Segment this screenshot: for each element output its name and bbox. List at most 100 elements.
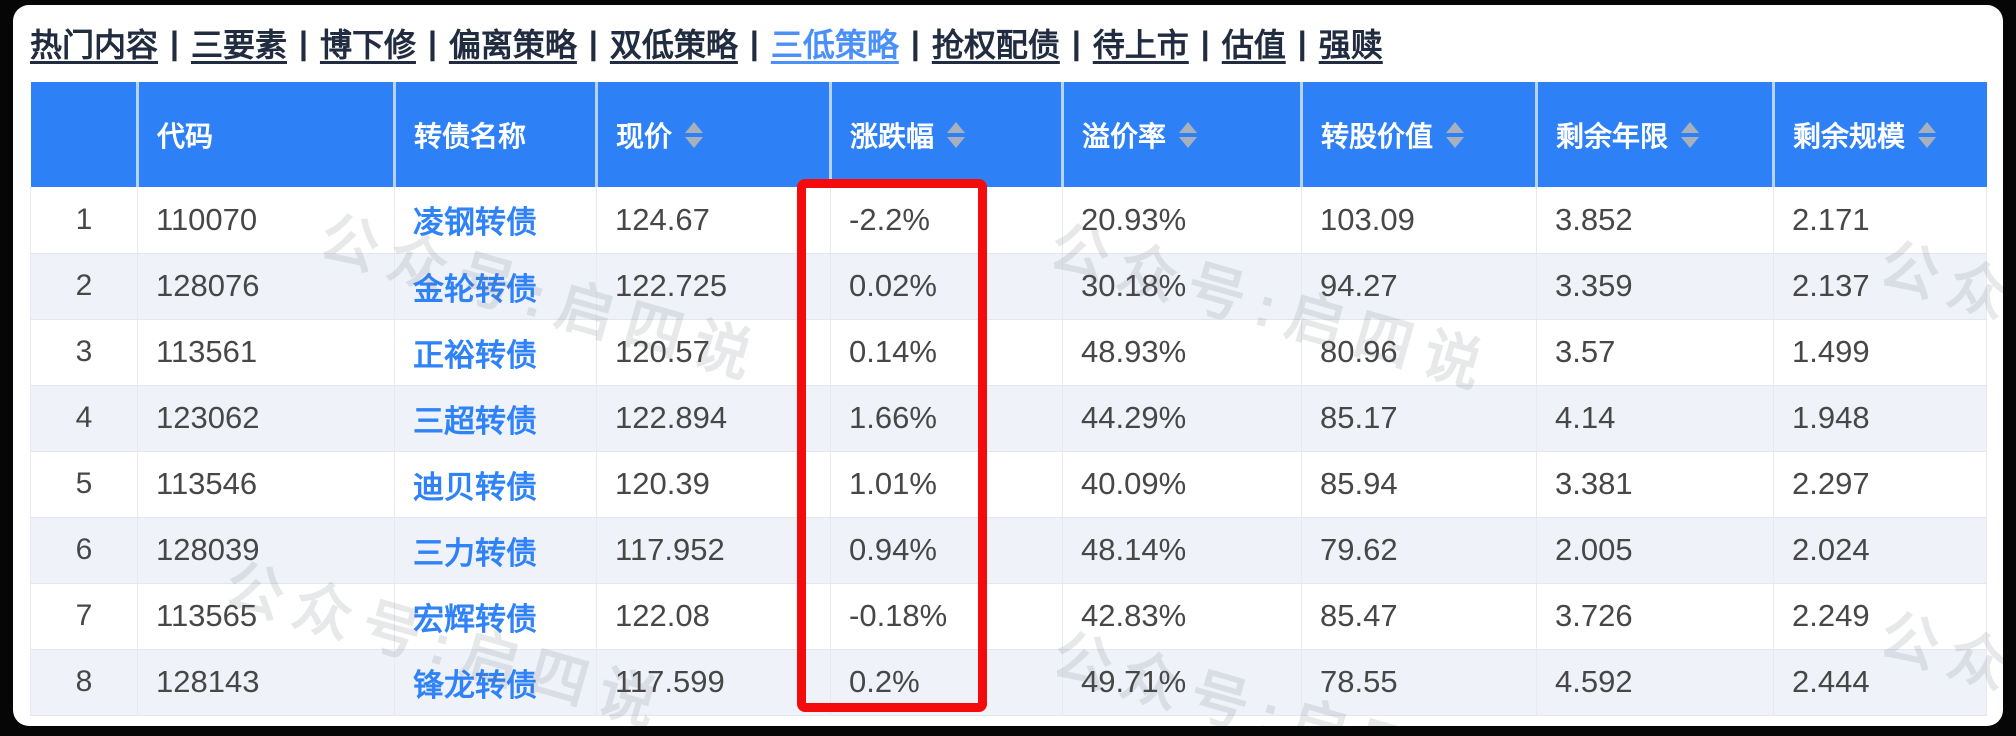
change-percent-cell: -0.18%: [830, 583, 1063, 650]
col-header-inner: 现价: [616, 115, 704, 155]
change-percent-cell: 0.2%: [830, 649, 1063, 716]
bond-name-link-cell: 宏辉转债: [394, 583, 597, 650]
bond-name-link[interactable]: 宏辉转债: [413, 601, 537, 637]
nav-tab[interactable]: 强赎: [1318, 27, 1383, 63]
years-remaining-cell: 4.14: [1536, 385, 1774, 452]
bond-name-link-cell: 三超转债: [394, 385, 597, 452]
nav-tab[interactable]: 估值: [1221, 27, 1286, 63]
remaining-size-cell: 1.948: [1773, 385, 1987, 452]
col-header: 转债名称: [393, 82, 597, 187]
nav-tab[interactable]: 三要素: [190, 27, 287, 63]
years-remaining-cell: 3.852: [1536, 187, 1774, 254]
col-header-label: 剩余年限: [1556, 120, 1669, 152]
bond-code-cell: 113546: [137, 451, 395, 518]
change-percent-cell: 0.02%: [830, 253, 1063, 320]
current-price-cell: 122.725: [596, 253, 831, 320]
sort-desc-icon: [1179, 136, 1198, 148]
years-remaining-cell: 3.359: [1536, 253, 1774, 320]
bond-code-cell: 110070: [137, 187, 395, 254]
col-header[interactable]: 溢价率: [1061, 82, 1302, 187]
years-remaining-cell: 2.005: [1536, 517, 1774, 584]
col-header[interactable]: 剩余年限: [1535, 82, 1774, 187]
sort-desc-icon: [685, 136, 704, 148]
col-header-inner: 转股价值: [1321, 115, 1465, 155]
col-header: [30, 82, 138, 187]
years-remaining-cell: 3.726: [1536, 583, 1774, 650]
sort-asc-icon: [1179, 121, 1198, 133]
table-row: 3 113561 正裕转债 120.57 0.14% 48.93% 80.96 3.57 1.4…: [30, 319, 1987, 386]
bond-name-link-cell: 正裕转债: [394, 319, 597, 386]
premium-rate-cell: 40.09%: [1062, 451, 1302, 518]
sort-icon[interactable]: [1446, 121, 1465, 148]
bond-name-link[interactable]: 锋龙转债: [413, 667, 537, 703]
current-price-cell: 117.599: [596, 649, 831, 716]
col-header[interactable]: 转股价值: [1300, 82, 1537, 187]
bond-name-link-cell: 迪贝转债: [394, 451, 597, 518]
tab-separator: |: [298, 24, 308, 61]
tab-separator: |: [588, 24, 598, 61]
sort-asc-icon: [1446, 121, 1465, 133]
bond-name-link[interactable]: 金轮转债: [413, 271, 537, 307]
table-row: 2 128076 金轮转债 122.725 0.02% 30.18% 94.27 3.359 2…: [30, 253, 1987, 320]
bond-code-cell: 128039: [137, 517, 395, 584]
sort-desc-icon: [1918, 136, 1937, 148]
premium-rate-cell: 44.29%: [1062, 385, 1302, 452]
bond-code-cell: 128076: [137, 253, 395, 320]
col-header[interactable]: 现价: [595, 82, 831, 187]
col-header-label: 转债名称: [414, 120, 527, 152]
conversion-value-cell: 80.96: [1301, 319, 1537, 386]
nav-tab[interactable]: 待上市: [1092, 27, 1189, 63]
remaining-size-cell: 2.297: [1773, 451, 1987, 518]
row-index-cell: 3: [30, 319, 138, 386]
bond-name-link[interactable]: 凌钢转债: [413, 205, 537, 241]
premium-rate-cell: 49.71%: [1062, 649, 1302, 716]
current-price-cell: 124.67: [596, 187, 831, 254]
sort-icon[interactable]: [1179, 121, 1198, 148]
row-index-cell: 4: [30, 385, 138, 452]
row-index-cell: 8: [30, 649, 138, 716]
remaining-size-cell: 2.249: [1773, 583, 1987, 650]
premium-rate-cell: 20.93%: [1062, 187, 1302, 254]
bond-code-cell: 123062: [137, 385, 395, 452]
bond-code-cell: 113561: [137, 319, 395, 386]
bond-name-link[interactable]: 三超转债: [413, 403, 537, 439]
col-header-label: 代码: [157, 120, 214, 152]
sort-icon[interactable]: [1681, 121, 1700, 148]
bond-name-link[interactable]: 迪贝转债: [413, 469, 537, 505]
premium-rate-cell: 30.18%: [1062, 253, 1302, 320]
nav-tab[interactable]: 抢权配债: [931, 27, 1060, 63]
nav-tab[interactable]: 博下修: [319, 27, 416, 63]
table-row: 8 128143 锋龙转债 117.599 0.2% 49.71% 78.55 4.592 2.…: [30, 649, 1987, 716]
col-header[interactable]: 剩余规模: [1772, 82, 1987, 187]
bond-name-link-cell: 锋龙转债: [394, 649, 597, 716]
change-percent-cell: 1.01%: [830, 451, 1063, 518]
tab-separator: |: [749, 24, 759, 61]
nav-tab[interactable]: 热门内容: [30, 27, 159, 63]
sort-icon[interactable]: [947, 121, 966, 148]
bond-name-link[interactable]: 三力转债: [413, 535, 537, 571]
premium-rate-cell: 48.93%: [1062, 319, 1302, 386]
conversion-value-cell: 79.62: [1301, 517, 1537, 584]
col-header[interactable]: 涨跌幅: [829, 82, 1063, 187]
col-header-label: 溢价率: [1082, 120, 1167, 152]
years-remaining-cell: 4.592: [1536, 649, 1774, 716]
bonds-table: 代码 转债名称 现价 涨跌幅 溢价率 转股价值 剩余年限 剩余规模 1 110070 凌钢转债 12…: [30, 82, 1987, 716]
sort-asc-icon: [1681, 121, 1700, 133]
table-header-row: 代码 转债名称 现价 涨跌幅 溢价率 转股价值 剩余年限 剩余规模: [30, 82, 1987, 187]
tab-separator: |: [910, 24, 920, 61]
nav-tab[interactable]: 三低策略: [770, 27, 899, 63]
tab-separator: |: [1297, 24, 1307, 61]
sort-icon[interactable]: [685, 121, 704, 148]
nav-tab[interactable]: 双低策略: [609, 27, 738, 63]
nav-tab[interactable]: 偏离策略: [448, 27, 577, 63]
current-price-cell: 120.39: [596, 451, 831, 518]
table-row: 7 113565 宏辉转债 122.08 -0.18% 42.83% 85.47 3.726 2…: [30, 583, 1987, 650]
tab-separator: |: [427, 24, 437, 61]
col-header-label: 转股价值: [1321, 120, 1434, 152]
strategy-nav: 热门内容 | 三要素 | 博下修 | 偏离策略 | 双低策略 | 三低策略 | 抢权配债 | 待上市 | 估值 |…: [30, 21, 1383, 65]
premium-rate-cell: 48.14%: [1062, 517, 1302, 584]
sort-icon[interactable]: [1918, 121, 1937, 148]
conversion-value-cell: 78.55: [1301, 649, 1537, 716]
bond-name-link[interactable]: 正裕转债: [413, 337, 537, 373]
